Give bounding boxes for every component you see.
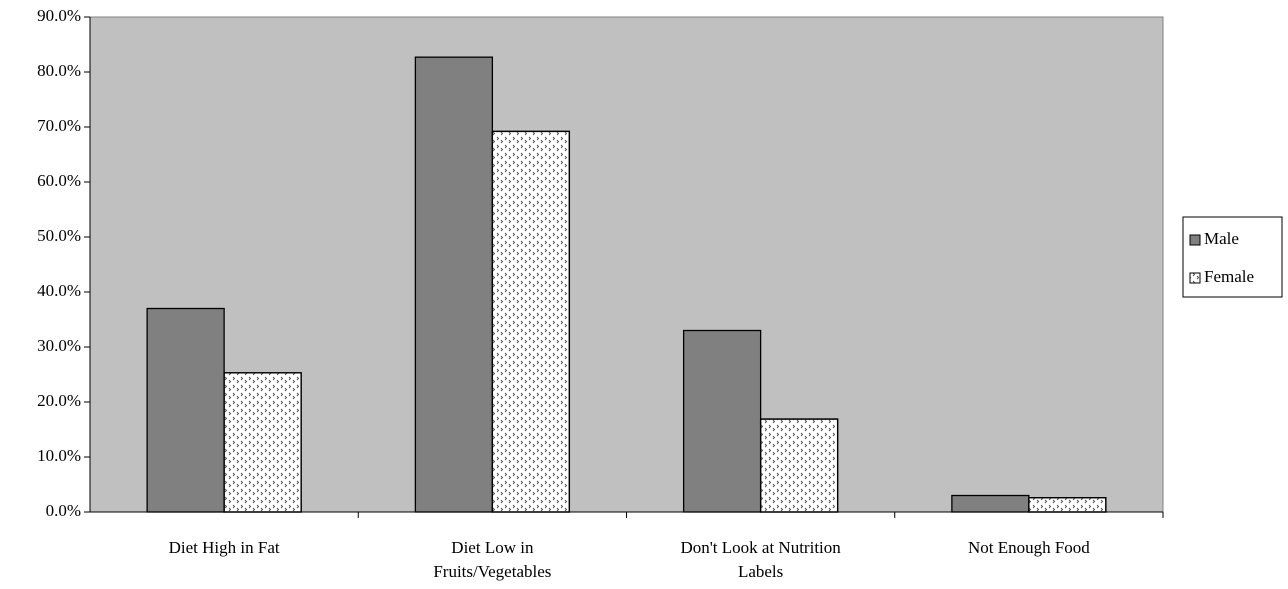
y-tick-label: 60.0% [37, 171, 81, 190]
legend-label: Female [1204, 267, 1254, 286]
y-tick-label: 20.0% [37, 391, 81, 410]
y-tick-label: 80.0% [37, 61, 81, 80]
x-tick-label: Diet Low in Fruits/Vegetables [433, 538, 552, 581]
y-tick-label: 50.0% [37, 226, 81, 245]
x-tick-label: Don't Look at Nutrition Labels [680, 538, 841, 581]
y-tick-label: 0.0% [46, 501, 81, 520]
bar-pattern [223, 372, 302, 513]
bar-pattern [491, 130, 571, 513]
y-tick-label: 70.0% [37, 116, 81, 135]
y-tick-label: 10.0% [37, 446, 81, 465]
x-tick-label: Not Enough Food [967, 538, 1090, 557]
y-tick-label: 40.0% [37, 281, 81, 300]
bar [951, 494, 1030, 513]
bar [414, 56, 494, 513]
y-tick-label: 30.0% [37, 336, 81, 355]
bar-pattern [1028, 497, 1107, 513]
legend-swatch-pattern [1189, 272, 1201, 284]
legend-label: Male [1204, 229, 1239, 248]
bar-pattern [759, 418, 839, 513]
bar [682, 329, 762, 513]
legend-swatch [1189, 234, 1201, 246]
y-tick-label: 90.0% [37, 6, 81, 25]
bar [146, 307, 225, 513]
legend-box [1182, 216, 1283, 298]
x-tick-label: Diet High in Fat [168, 538, 280, 557]
